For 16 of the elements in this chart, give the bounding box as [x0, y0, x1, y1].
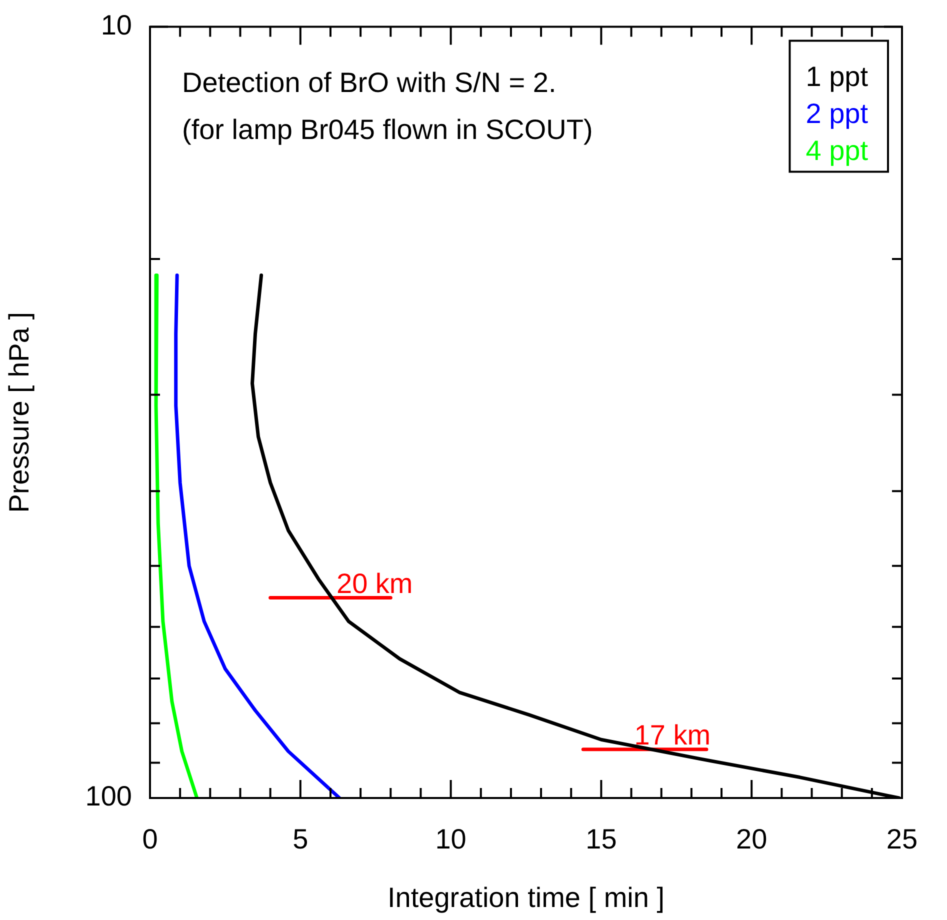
y-axis-title: Pressure [ hPa ] — [4, 312, 35, 513]
text: Detection of BrO with S/N = 2. — [182, 66, 556, 98]
x-tick-label: 20 — [736, 824, 768, 855]
text: 2 ppt — [806, 98, 868, 129]
x-tick-label: 25 — [886, 824, 918, 855]
legend-label: 1 ppt — [806, 60, 868, 92]
annotation: 20 km — [336, 568, 413, 599]
text: (for lamp Br045 flown in SCOUT) — [182, 114, 593, 145]
y-tick-label: 100 — [85, 780, 132, 812]
x-tick-label: 15 — [586, 824, 617, 855]
x-tick-label: 0 — [142, 824, 158, 855]
text: 4 ppt — [806, 134, 868, 166]
x-axis-title: Integration time [ min ] — [387, 882, 665, 913]
annotation: 17 km — [634, 719, 711, 750]
x-tick-label: 10 — [435, 824, 466, 855]
x-tick-label: 5 — [292, 824, 308, 855]
